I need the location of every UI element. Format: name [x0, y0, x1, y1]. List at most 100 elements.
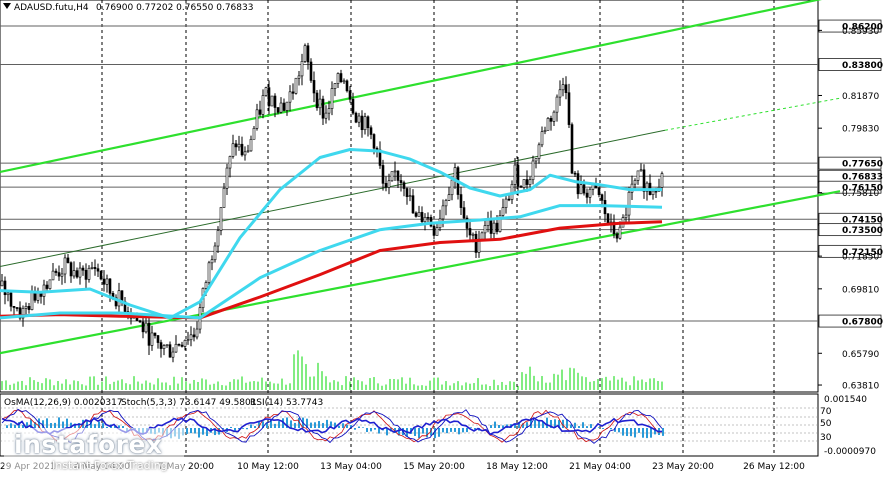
- time-tick-label: 26 May 12:00: [743, 462, 805, 472]
- instaforex-watermark: instaforex Instant Forex Trading: [4, 428, 184, 474]
- candle-body: [387, 180, 391, 188]
- candle-body: [627, 191, 631, 216]
- candle-body: [72, 270, 76, 277]
- candle-body: [180, 344, 184, 347]
- candle-body: [270, 95, 274, 107]
- candle-body: [24, 306, 28, 309]
- moving-averages: [0, 148, 663, 320]
- price-level-tag: [818, 314, 882, 328]
- candle-body: [480, 232, 484, 240]
- watermark-logo: instaforex: [14, 430, 163, 459]
- candle-body: [240, 143, 244, 156]
- candle-body: [354, 112, 358, 123]
- candle-body: [321, 98, 325, 119]
- candle-body: [507, 198, 511, 201]
- candle-body: [105, 278, 109, 285]
- candle-body: [345, 80, 349, 92]
- candle-body: [141, 321, 145, 333]
- candle-body: [330, 88, 334, 109]
- candle-body: [651, 190, 655, 195]
- candle-body: [522, 179, 526, 188]
- candle-body: [228, 156, 232, 169]
- candle-body: [381, 165, 385, 184]
- candle-body: [498, 215, 502, 232]
- candle-body: [153, 332, 157, 336]
- rsi-label: RSI(14) 53.7743: [250, 398, 323, 408]
- candle-body: [213, 245, 217, 261]
- trend-channel: [0, 0, 841, 355]
- ohlc-values: 0.76900 0.77202 0.76550 0.76833: [96, 3, 253, 13]
- price-level-tag: [818, 244, 882, 258]
- channel-upper-line: [0, 0, 822, 174]
- candle-body: [531, 160, 535, 181]
- candle-body: [600, 194, 604, 201]
- price-level-tag: [818, 19, 882, 33]
- candle-body: [117, 290, 121, 307]
- candle-body: [405, 188, 409, 197]
- candle-body: [513, 164, 517, 185]
- osma-min-label: -0.0000970: [824, 447, 876, 457]
- price-tick-label: 0.69810: [842, 285, 879, 295]
- candle-body: [324, 112, 328, 119]
- candle-body: [615, 233, 619, 239]
- candle-body: [459, 194, 463, 208]
- candle-body: [363, 116, 367, 131]
- candle-body: [462, 207, 466, 219]
- candle-body: [384, 183, 388, 188]
- candle-body: [333, 83, 337, 89]
- candle-body: [561, 84, 565, 91]
- candle-body: [447, 194, 451, 201]
- candle-body: [549, 118, 553, 122]
- candle-body: [501, 207, 505, 216]
- candle-body: [624, 214, 628, 218]
- indicator-scale-label: 50: [820, 419, 832, 429]
- candle-body: [207, 262, 211, 283]
- price-level-tag: [818, 58, 882, 71]
- time-tick-label: 18 May 12:00: [486, 462, 548, 472]
- candle-body: [189, 334, 193, 341]
- price-axis: 0.85930 0.81870 0.79830 0.75810 0.71850 0.698…: [818, 27, 879, 392]
- candle-body: [138, 320, 142, 323]
- candle-body: [471, 233, 475, 236]
- candle-body: [168, 344, 172, 358]
- price-level-label: 0.72150: [842, 248, 883, 258]
- candle-body: [579, 184, 583, 195]
- candle-body: [612, 221, 616, 235]
- candle-body: [390, 171, 394, 182]
- price-tick-label: 0.71850: [842, 253, 879, 263]
- candle-body: [495, 222, 499, 232]
- candle-body: [450, 179, 454, 196]
- candle-body: [261, 95, 265, 115]
- candle-body: [276, 107, 280, 113]
- candle-body: [210, 259, 214, 264]
- candle-body: [108, 278, 112, 294]
- candle-body: [57, 272, 61, 277]
- stoch-label: Stoch(5,3,3) 73.6147 49.5801: [121, 398, 256, 408]
- candle-body: [84, 269, 88, 280]
- time-tick-label: 21 May 04:00: [569, 462, 631, 472]
- candle-body: [306, 45, 310, 63]
- candle-body: [504, 198, 508, 208]
- price-level-tag: [818, 156, 882, 170]
- candle-body: [27, 306, 31, 310]
- candle-body: [534, 158, 538, 162]
- stoch-main-line: [1, 408, 663, 444]
- watermark-tagline: Instant Forex Trading: [52, 459, 168, 472]
- candle-body: [87, 267, 91, 280]
- candle-body: [246, 150, 250, 153]
- candle-body: [489, 218, 493, 234]
- candle-body: [222, 187, 226, 208]
- candle-body: [282, 102, 286, 111]
- candle-body: [0, 280, 4, 287]
- candle-body: [297, 75, 301, 79]
- candle-body: [6, 292, 10, 296]
- candle-body: [9, 292, 13, 307]
- candle-body: [639, 169, 643, 172]
- candle-body: [408, 195, 412, 197]
- candle-body: [357, 115, 361, 123]
- candle-body: [54, 270, 58, 273]
- candle-body: [159, 342, 163, 349]
- chart-type-arrow-icon: [3, 3, 11, 9]
- candle-body: [339, 73, 343, 83]
- candle-body: [258, 109, 262, 115]
